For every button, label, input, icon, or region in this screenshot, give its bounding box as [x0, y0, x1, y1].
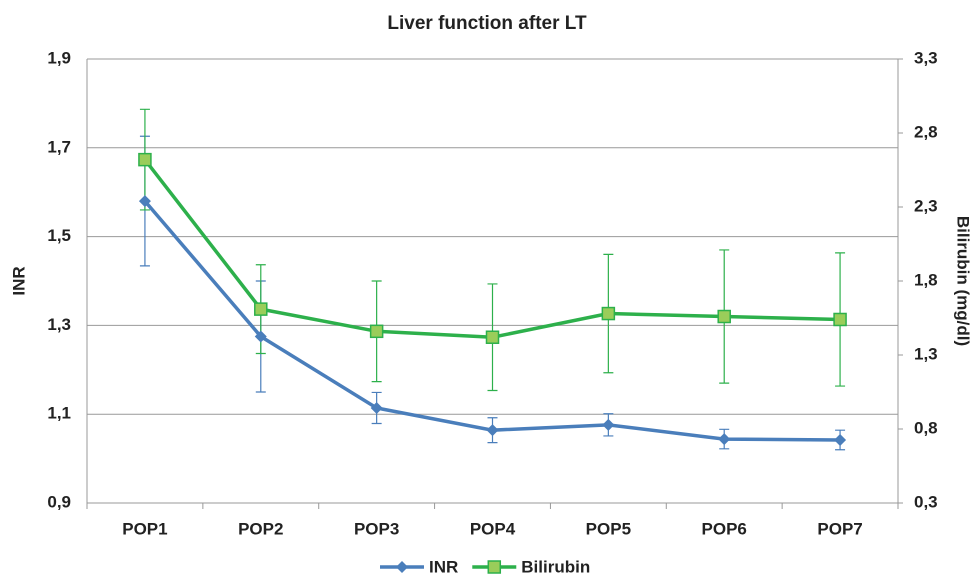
data-point: [369, 324, 384, 339]
y2-tick-label: 0,8: [914, 418, 938, 437]
legend-marker: [487, 560, 502, 574]
legend-label: Bilirubin: [521, 557, 590, 576]
data-point: [485, 330, 500, 344]
x-tick-label: POP2: [238, 519, 283, 538]
data-point: [486, 424, 499, 437]
y-tick-label: 1,9: [47, 48, 71, 67]
data-point: [138, 195, 151, 208]
legend-label: INR: [429, 557, 458, 576]
y2-tick-label: 1,3: [914, 344, 938, 363]
data-point: [834, 433, 847, 446]
data-point: [602, 418, 615, 431]
data-point: [833, 312, 847, 327]
y2-tick-label: 2,8: [914, 122, 938, 141]
data-point: [718, 433, 731, 446]
x-tick-label: POP4: [470, 519, 516, 538]
y-tick-label: 0,9: [47, 492, 71, 511]
data-point: [601, 306, 616, 321]
data-point: [138, 152, 152, 167]
y-tick-label: 1,5: [47, 226, 71, 245]
y-tick-label: 1,3: [47, 315, 71, 334]
x-tick-label: POP3: [354, 519, 399, 538]
x-tick-label: POP5: [586, 519, 631, 538]
data-point: [717, 309, 731, 324]
data-point: [370, 401, 383, 414]
y2-tick-label: 1,8: [914, 270, 938, 289]
y-tick-label: 1,1: [47, 404, 71, 423]
y2-tick-label: 0,3: [914, 492, 938, 511]
y2-axis-label: Bilirubin (mg/dl): [954, 216, 973, 346]
chart-title: Liver function after LT: [387, 13, 587, 34]
x-tick-label: POP6: [702, 519, 747, 538]
y2-tick-label: 2,3: [914, 196, 938, 215]
y2-tick-label: 3,3: [914, 48, 938, 67]
legend-marker: [396, 561, 408, 573]
data-point: [254, 302, 268, 316]
y-axis-label: INR: [9, 266, 28, 295]
data-point: [254, 330, 267, 343]
x-tick-label: POP1: [122, 519, 167, 538]
x-tick-label: POP7: [817, 519, 862, 538]
y-tick-label: 1,7: [47, 137, 71, 156]
